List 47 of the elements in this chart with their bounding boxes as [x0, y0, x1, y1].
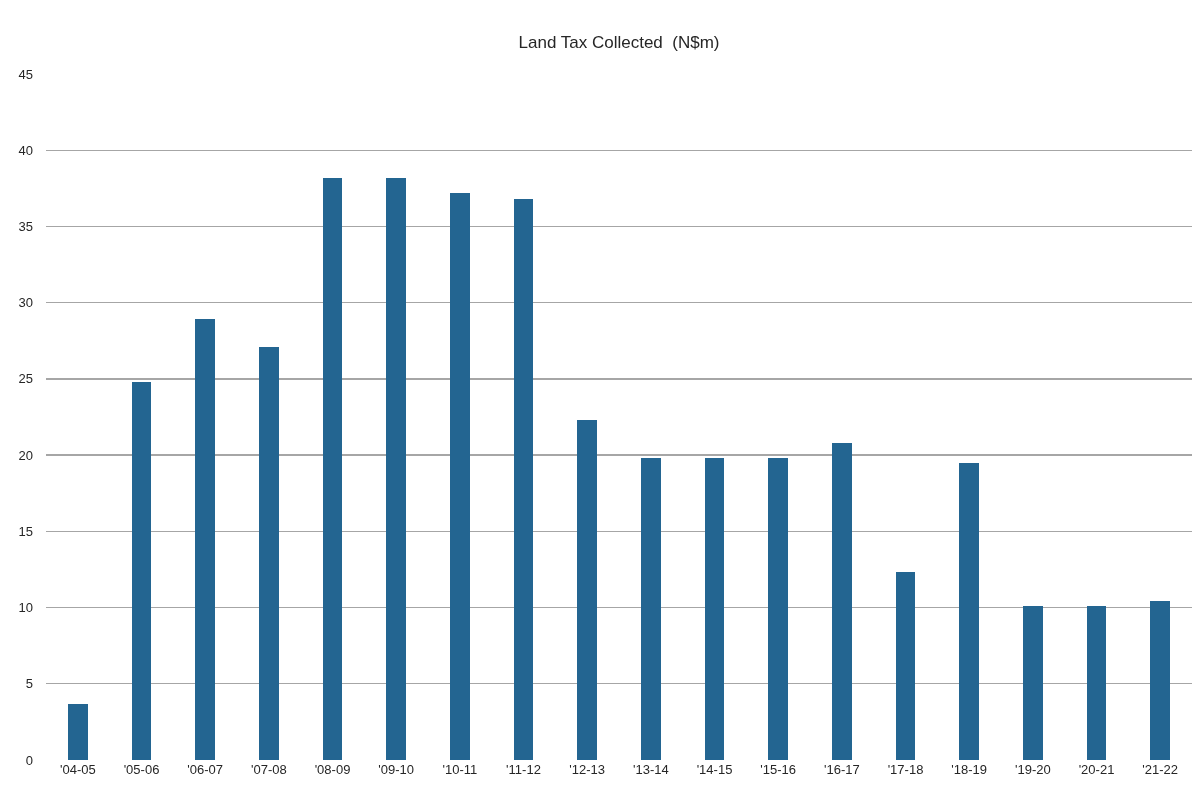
bar [195, 319, 216, 760]
x-tick-label: '09-10 [378, 762, 415, 777]
y-tick-label: 15 [18, 523, 33, 539]
y-tick-label: 35 [18, 218, 33, 234]
bar [831, 442, 852, 760]
y-tick-label: 0 [25, 752, 33, 768]
bar [322, 177, 343, 760]
x-tick-label: '16-17 [823, 762, 860, 777]
x-tick-label: '08-09 [314, 762, 351, 777]
x-tick-label: '13-14 [632, 762, 669, 777]
x-tick-label: '10-11 [442, 762, 478, 777]
bar [258, 346, 279, 760]
x-tick-label: '06-07 [187, 762, 224, 777]
bar [1086, 606, 1107, 760]
x-tick-label: '14-15 [696, 762, 733, 777]
bar [704, 458, 725, 760]
bar [640, 458, 661, 760]
bar [895, 572, 916, 760]
y-tick-label: 25 [18, 371, 33, 387]
bar [131, 381, 152, 760]
bar [1150, 601, 1171, 760]
bar [67, 703, 88, 760]
bar [449, 192, 470, 760]
x-tick-label: '20-21 [1078, 762, 1115, 777]
x-tick-label: '11-12 [506, 762, 541, 777]
bar [577, 420, 598, 760]
chart-title: Land Tax Collected (N$m) [518, 32, 720, 52]
y-tick-label: 5 [25, 676, 33, 692]
y-tick-label: 20 [18, 447, 33, 463]
bar [1022, 606, 1043, 760]
x-tick-label: '15-16 [760, 762, 797, 777]
x-tick-label: '05-06 [123, 762, 160, 777]
x-tick-label: '17-18 [887, 762, 924, 777]
bar [959, 462, 980, 760]
x-tick-label: '21-22 [1142, 762, 1179, 777]
x-tick-label: '12-13 [569, 762, 606, 777]
x-tick-label: '19-20 [1014, 762, 1051, 777]
x-tick-label: '04-05 [59, 762, 96, 777]
x-tick-label: '07-08 [250, 762, 287, 777]
bar [513, 199, 534, 760]
y-tick-label: 45 [18, 66, 33, 82]
bar [768, 458, 789, 760]
y-tick-label: 40 [18, 142, 33, 158]
y-tick-label: 10 [18, 600, 33, 616]
y-tick-label: 30 [18, 295, 33, 311]
bar [386, 177, 407, 760]
x-tick-label: '18-19 [951, 762, 988, 777]
